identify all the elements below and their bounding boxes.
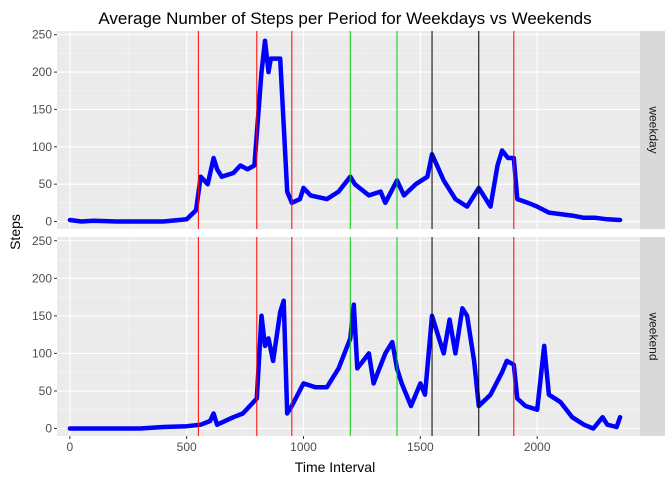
y-tick-label: 150 bbox=[32, 102, 52, 116]
y-tick-label: 50 bbox=[39, 384, 53, 398]
y-axis-title: Steps bbox=[7, 214, 23, 250]
x-tick-label: 1500 bbox=[407, 440, 434, 454]
y-tick-label: 150 bbox=[32, 309, 52, 323]
panel-weekend: 0 50 100 150 200 250 weekend bbox=[32, 234, 665, 436]
facet-strip bbox=[640, 237, 665, 436]
panel-weekday: 0 50 100 150 200 250 weekday bbox=[32, 28, 665, 229]
y-tick-label: 250 bbox=[32, 234, 52, 248]
y-tick-label: 100 bbox=[32, 140, 52, 154]
chart-title: Average Number of Steps per Period for W… bbox=[98, 9, 591, 28]
y-tick-label: 200 bbox=[32, 271, 52, 285]
facet-strip-label: weekday bbox=[646, 105, 660, 153]
y-tick-label: 200 bbox=[32, 65, 52, 79]
y-tick-label: 50 bbox=[39, 177, 53, 191]
facet-strip bbox=[640, 31, 665, 229]
x-tick-label: 1000 bbox=[290, 440, 317, 454]
facet-strip-label: weekend bbox=[646, 311, 660, 360]
x-tick-label: 0 bbox=[67, 440, 74, 454]
y-tick-label: 250 bbox=[32, 28, 52, 42]
panels: 0 50 100 150 200 250 weekday 0 50 100 150 200 250 wee… bbox=[32, 28, 665, 436]
x-axis-title: Time Interval bbox=[295, 459, 375, 475]
y-tick-label: 100 bbox=[32, 346, 52, 360]
y-tick-label: 0 bbox=[45, 421, 52, 435]
y-tick-label: 0 bbox=[45, 215, 52, 229]
x-tick-label: 2000 bbox=[524, 440, 551, 454]
series-line-weekday bbox=[67, 38, 623, 224]
x-axis: 0 500 1000 1500 2000 bbox=[67, 436, 551, 454]
series-line-weekend bbox=[67, 298, 623, 431]
x-tick-label: 500 bbox=[177, 440, 197, 454]
panel-background bbox=[57, 31, 640, 229]
